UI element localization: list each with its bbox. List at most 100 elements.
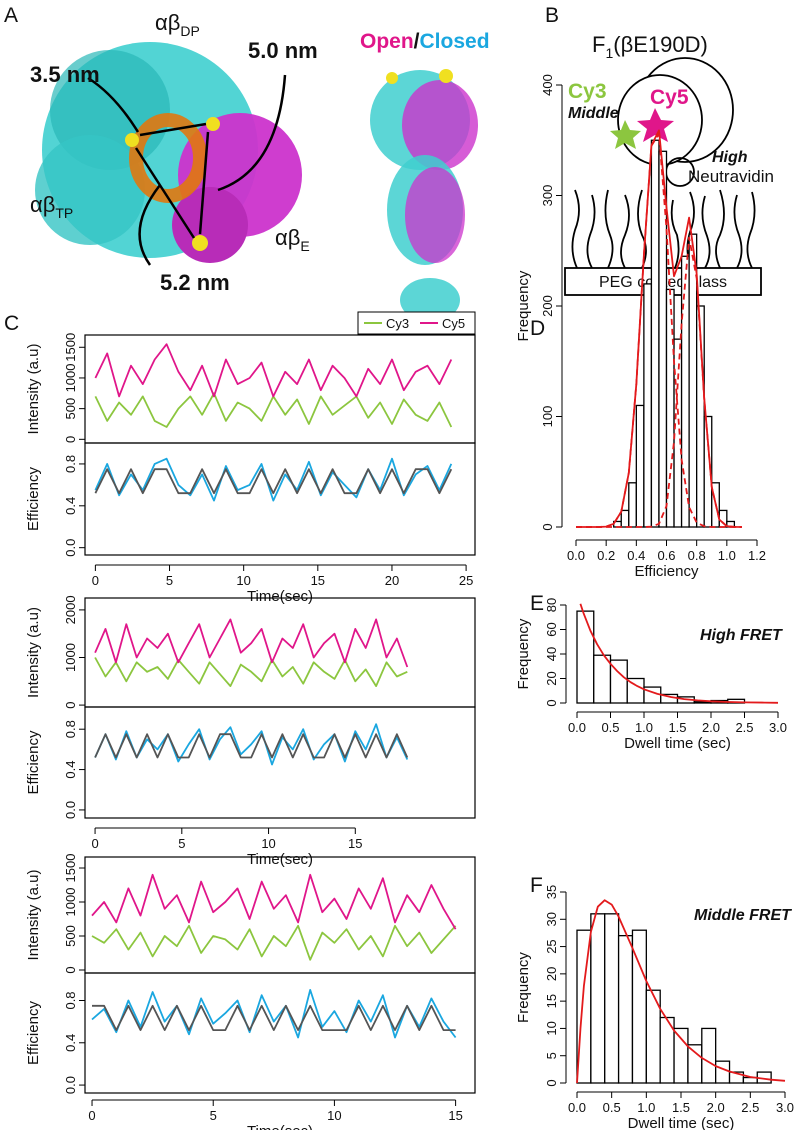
y-tick-label: 0.0 — [63, 539, 78, 557]
legend-label: Cy5 — [442, 316, 465, 331]
annotation: Middle — [568, 105, 619, 122]
x-tick-label: 5 — [178, 836, 185, 851]
y-tick-label: 200 — [540, 295, 555, 317]
cy3-label: Cy3 — [568, 80, 607, 103]
fit-curve — [576, 236, 742, 528]
y-tick-label: 0 — [544, 699, 559, 706]
plot-frame — [84, 597, 476, 708]
y-axis-title: Frequency — [515, 618, 532, 689]
x-tick-label: 3.0 — [769, 720, 787, 735]
x-axis-title: Time(sec) — [247, 1123, 313, 1130]
x-tick-label: 0.0 — [568, 1100, 586, 1115]
subunit-text: αβ — [275, 225, 300, 250]
histogram-bar — [643, 283, 653, 528]
x-tick-label: 1.2 — [748, 548, 766, 563]
y-tick-label: 20 — [544, 967, 559, 981]
x-tick-label: 15 — [311, 573, 325, 588]
subunit-sub: DP — [180, 23, 199, 39]
series-line — [91, 873, 457, 930]
chart: 0 1000 2000 Intensity (a.u) — [25, 595, 476, 709]
construct-text: F — [592, 32, 605, 57]
closed-label: Closed — [420, 30, 490, 53]
x-tick-label: 0.0 — [568, 720, 586, 735]
y-tick-label: 0 — [544, 1079, 559, 1086]
structure-top-view — [35, 42, 302, 266]
x-tick-label: 0 — [91, 836, 98, 851]
y-axis-title: Frequency — [515, 952, 532, 1023]
x-tick-label: 2.5 — [741, 1100, 759, 1115]
y-tick-label: 100 — [540, 406, 555, 428]
y-axis-title: Efficiency — [25, 1001, 42, 1065]
x-tick-label: 5 — [210, 1108, 217, 1123]
panel-label: C — [4, 312, 19, 335]
series-line — [94, 468, 453, 495]
y-tick-label: 1500 — [63, 854, 78, 883]
y-tick-label: 0 — [540, 523, 555, 530]
x-tick-label: 1.5 — [672, 1100, 690, 1115]
x-tick-label: 1.0 — [637, 1100, 655, 1115]
series-line — [94, 343, 453, 398]
construct-label: F1(βE190D) — [592, 32, 708, 61]
x-axis-title: Dwell time (sec) — [628, 1115, 735, 1130]
subunit-label: αβTP — [30, 192, 73, 221]
histogram-bar — [620, 509, 630, 528]
distance-label: 5.0 nm — [248, 38, 318, 63]
neutravidin-label: Neutravidin — [688, 167, 774, 186]
y-tick-label: 1000 — [63, 888, 78, 917]
construct-sub: 1 — [605, 45, 613, 61]
y-tick-label: 0.4 — [63, 761, 78, 779]
panel-label: F — [530, 874, 543, 897]
x-tick-label: 5 — [166, 573, 173, 588]
x-tick-label: 0.5 — [601, 720, 619, 735]
series-line — [91, 924, 457, 961]
chart: 0 20 40 60 80 Frequency 0.0 0.5 1.0 1.5 2.0 2.5 3.0 D… — [515, 598, 787, 752]
x-tick-label: 10 — [236, 573, 250, 588]
x-tick-label: 15 — [348, 836, 362, 851]
y-tick-label: 30 — [544, 912, 559, 926]
x-axis-title: Time(sec) — [247, 588, 313, 605]
y-tick-label: 1000 — [63, 643, 78, 672]
y-axis-title: Frequency — [515, 270, 532, 341]
histogram-bar — [604, 913, 620, 1084]
slash: / — [414, 30, 420, 53]
y-tick-label: 1000 — [63, 363, 78, 392]
x-axis-title: Time(sec) — [247, 851, 313, 868]
x-tick-label: 25 — [459, 573, 473, 588]
chart: 0 100 200 300 400 Frequency 0.0 0.2 0.4 0.6 0.8 1.0… — [515, 74, 766, 580]
panel-label: E — [530, 592, 544, 615]
y-tick-label: 500 — [63, 398, 78, 420]
y-tick-label: 5 — [544, 1052, 559, 1059]
plot-frame — [84, 334, 476, 444]
plot-frame — [84, 706, 476, 819]
histogram-bar — [650, 139, 660, 528]
subunit-sub: E — [300, 238, 309, 254]
histogram-bar — [680, 255, 690, 528]
y-tick-label: 40 — [544, 647, 559, 661]
structure-side-view — [370, 69, 478, 322]
histogram-bar — [673, 338, 683, 528]
y-axis-title: Efficiency — [25, 467, 42, 531]
y-tick-label: 60 — [544, 622, 559, 636]
chart: 0.0 0.4 0.8 Efficiency 0 5 10 15 20 25 Time(sec) — [25, 442, 476, 605]
annotation: Middle FRET — [694, 907, 792, 924]
legend-box — [357, 311, 476, 335]
x-tick-label: 10 — [261, 836, 275, 851]
series-line — [92, 1004, 456, 1031]
y-axis-title: Intensity (a.u) — [25, 344, 42, 435]
series-line — [94, 733, 409, 759]
x-axis-title: Dwell time (sec) — [624, 735, 731, 752]
y-tick-label: 0 — [63, 966, 78, 973]
chart: 0.0 0.4 0.8 Efficiency 0 5 10 15 Time(sec) — [25, 706, 476, 868]
series-line — [94, 657, 408, 687]
y-tick-label: 0.0 — [63, 801, 78, 819]
subunit-label: αβE — [275, 225, 310, 254]
x-tick-label: 10 — [327, 1108, 341, 1123]
histogram-bar — [593, 654, 612, 704]
cy5-label: Cy5 — [650, 86, 689, 109]
panel-label: D — [530, 317, 545, 340]
histogram-bar — [628, 482, 637, 528]
histogram-bar — [688, 233, 698, 528]
histogram-bar — [703, 415, 713, 528]
x-tick-label: 0.0 — [567, 548, 585, 563]
